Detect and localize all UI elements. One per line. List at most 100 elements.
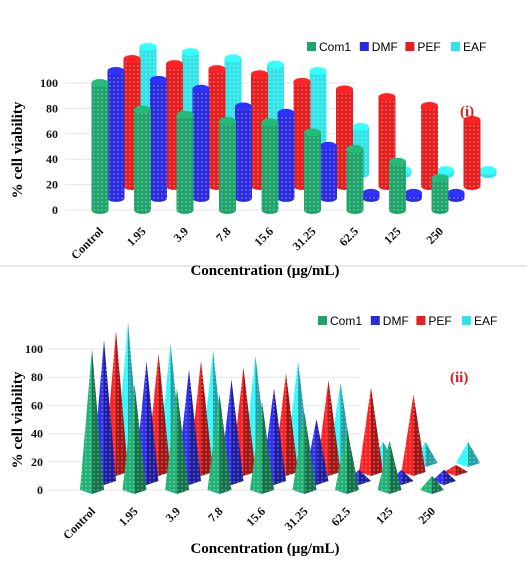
- bar-dmf-15.6: [277, 108, 295, 202]
- x-tick-label: 1.95: [116, 504, 141, 529]
- legend-swatch: [370, 316, 380, 325]
- y-tick-label: 80: [31, 370, 43, 384]
- bar-com1-15.6: [261, 118, 279, 214]
- bar-dmf-125: [405, 188, 422, 202]
- bar-com1-7.8: [219, 117, 236, 214]
- panel-ii-y-axis-label: % cell viability: [10, 371, 26, 468]
- legend-item-pef: PEF: [416, 314, 452, 328]
- legend-label: EAF: [463, 40, 486, 54]
- bar-dmf-250: [447, 188, 465, 202]
- bar-dmf-31.25: [320, 141, 337, 202]
- bar-pef-1.95: [146, 353, 171, 476]
- legend-swatch: [416, 316, 426, 325]
- panel-i-y-axis-label: % cell viability: [10, 101, 26, 198]
- bar-dmf-3.9: [192, 84, 210, 202]
- panel-i-x-tick-labels: Control 1.95 3.9 7.8 15.6 31.25 62.5 125 250: [68, 224, 446, 262]
- y-tick-label: 20: [46, 178, 58, 192]
- bar-dmf-250: [432, 469, 456, 485]
- x-tick-label: Control: [68, 224, 106, 262]
- panel-ii-legend: Com1 DMF PEF EAF: [318, 314, 497, 328]
- legend-item-dmf: DMF: [370, 314, 409, 328]
- bar-com1-1.95: [122, 384, 147, 494]
- legend-item-eaf: EAF: [462, 314, 497, 328]
- x-tick-label: 7.8: [213, 224, 234, 245]
- y-tick-label: 60: [46, 127, 58, 141]
- bar-pef-125: [401, 394, 426, 476]
- legend-swatch: [405, 42, 415, 51]
- legend-label: Com1: [319, 40, 351, 54]
- x-tick-label: 3.9: [171, 224, 192, 245]
- bar-pef-250: [463, 115, 481, 190]
- x-tick-label: Control: [60, 504, 98, 542]
- x-tick-label: 1.95: [124, 224, 149, 249]
- bar-com1-3.9: [165, 388, 189, 494]
- legend-item-eaf: EAF: [451, 40, 486, 54]
- panel-i-legend: Com1 DMF PEF EAF: [307, 40, 486, 54]
- panel-ii-y-tick-labels: 0 20 40 60 80 100: [25, 342, 43, 497]
- bar-dmf-62.5: [362, 188, 380, 202]
- bar-com1-31.25: [304, 128, 321, 214]
- x-tick-label: 250: [423, 224, 446, 247]
- y-tick-label: 100: [40, 76, 58, 90]
- bar-pef-250: [444, 464, 468, 476]
- bar-com1-31.25: [292, 412, 317, 494]
- panel-i-x-axis-label: Concentration (µg/mL): [190, 263, 339, 279]
- bar-com1-Control: [91, 79, 109, 214]
- y-tick-label: 20: [31, 455, 43, 469]
- bar-pef-62.5: [359, 387, 383, 476]
- legend-swatch: [359, 42, 369, 51]
- bar-com1-Control: [80, 349, 104, 494]
- panel-i-bars: [91, 43, 497, 214]
- chart-panel-i: 0 20 40 60 80 100 Control 1.95 3.9 7.8 15.6 31.25 6…: [0, 40, 527, 279]
- y-tick-label: 100: [25, 342, 43, 356]
- bar-com1-15.6: [250, 401, 274, 494]
- legend-label: EAF: [474, 314, 497, 328]
- bar-com1-3.9: [176, 110, 194, 214]
- bar-com1-250: [420, 475, 444, 494]
- x-tick-label: 7.8: [205, 504, 226, 525]
- bar-com1-250: [431, 174, 449, 214]
- bar-dmf-7.8: [235, 102, 252, 202]
- x-tick-label: 15.6: [243, 504, 268, 529]
- bar-eaf-250: [456, 441, 480, 467]
- bar-com1-125: [377, 440, 402, 494]
- y-tick-label: 40: [31, 427, 43, 441]
- bar-eaf-250: [479, 166, 497, 178]
- panel-i-y-tick-labels: 0 20 40 60 80 100: [40, 76, 58, 217]
- y-tick-label: 0: [37, 483, 43, 497]
- y-tick-label: 60: [31, 398, 43, 412]
- panel-ii-cones: [80, 322, 480, 494]
- x-tick-label: 125: [373, 504, 396, 527]
- x-tick-label: 125: [381, 224, 404, 247]
- legend-item-dmf: DMF: [359, 40, 398, 54]
- x-tick-label: 31.25: [282, 504, 311, 533]
- legend-label: PEF: [428, 314, 451, 328]
- bar-dmf-Control: [107, 67, 125, 202]
- panel-ii-x-tick-labels: Control 1.95 3.9 7.8 15.6 31.25 62.5 125 250: [60, 504, 438, 542]
- panel-i-label: (i): [460, 104, 474, 120]
- legend-swatch: [318, 316, 327, 325]
- bar-com1-1.95: [134, 105, 151, 214]
- bar-com1-7.8: [207, 394, 232, 494]
- x-tick-label: 15.6: [251, 224, 276, 249]
- y-tick-label: 80: [46, 101, 58, 115]
- panel-ii-x-axis-label: Concentration (µg/mL): [190, 541, 339, 557]
- x-tick-label: 62.5: [328, 504, 353, 529]
- legend-item-pef: PEF: [405, 40, 441, 54]
- x-tick-label: 31.25: [290, 224, 319, 253]
- bar-dmf-1.95: [150, 75, 167, 202]
- chart-panel-ii: 0 20 40 60 80 100 Control 1.95 3.9 7.8 15.6 31.25 6…: [10, 314, 497, 557]
- bar-com1-62.5: [346, 145, 364, 214]
- legend-label: PEF: [417, 40, 440, 54]
- y-tick-label: 40: [46, 152, 58, 166]
- x-tick-label: 3.9: [163, 504, 184, 525]
- bar-com1-125: [389, 157, 406, 214]
- bar-pef-125: [421, 101, 438, 190]
- legend-item-com1: Com1: [307, 40, 351, 54]
- y-tick-label: 0: [52, 203, 58, 217]
- panel-ii-label: (ii): [450, 370, 468, 386]
- x-tick-label: 250: [415, 504, 438, 527]
- legend-swatch: [462, 316, 471, 325]
- legend-swatch: [451, 42, 460, 51]
